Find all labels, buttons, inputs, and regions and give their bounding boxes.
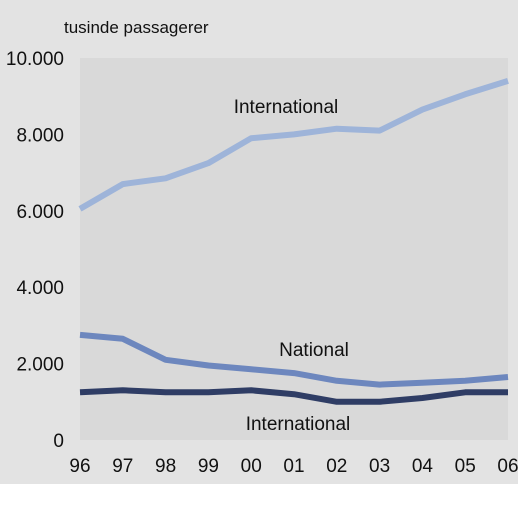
y-tick-labels: 0 2.000 4.000 6.000 8.000 10.000: [6, 49, 64, 452]
y-tick-label: 6.000: [16, 202, 64, 223]
series-label-international-lower: International: [246, 414, 351, 435]
line-chart: tusinde passagerer 0 2.000 4.000 6.000 8.000…: [6, 18, 518, 477]
x-tick-label: 96: [69, 456, 90, 477]
x-tick-labels: 96 97 98 99 00 01 02 03 04 05 06: [69, 456, 518, 477]
x-tick-label: 97: [112, 456, 133, 477]
y-tick-label: 10.000: [6, 49, 64, 70]
y-tick-label: 4.000: [16, 278, 64, 299]
chart-frame: tusinde passagerer 0 2.000 4.000 6.000 8.000…: [0, 0, 518, 484]
x-tick-label: 05: [455, 456, 476, 477]
y-tick-label: 8.000: [16, 125, 64, 146]
x-tick-label: 00: [241, 456, 262, 477]
x-tick-label: 02: [326, 456, 347, 477]
series-line-international-lower: [79, 387, 508, 405]
series-line-international-upper: [78, 78, 509, 212]
x-tick-label: 01: [283, 456, 304, 477]
x-tick-label: 06: [497, 456, 518, 477]
y-axis-unit-label: tusinde passagerer: [64, 18, 209, 37]
series-labels: International National International: [234, 97, 351, 435]
series-label-national: National: [279, 340, 349, 361]
y-tick-label: 0: [53, 431, 64, 452]
plot-area: [80, 58, 508, 440]
x-tick-label: 04: [412, 456, 434, 477]
series-lines: [78, 78, 509, 405]
x-tick-label: 03: [369, 456, 390, 477]
x-tick-label: 98: [155, 456, 176, 477]
series-label-international-upper: International: [234, 97, 339, 118]
x-tick-label: 99: [198, 456, 219, 477]
y-tick-label: 2.000: [16, 355, 64, 376]
series-line-national: [79, 331, 509, 388]
